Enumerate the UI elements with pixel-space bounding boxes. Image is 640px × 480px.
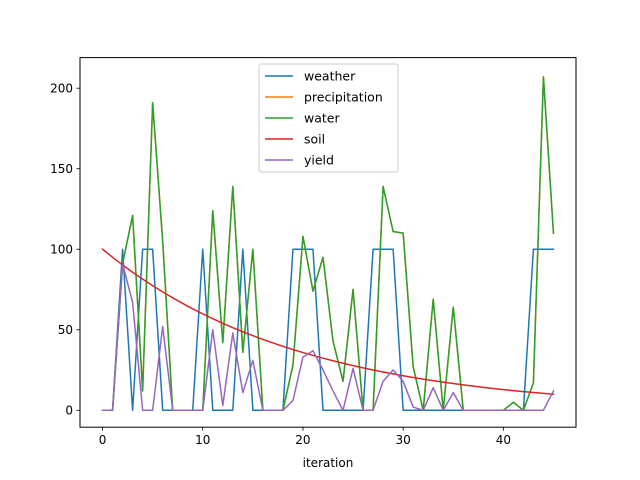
x-axis-label: iteration bbox=[303, 456, 354, 470]
legend-label-soil: soil bbox=[304, 132, 325, 147]
legend-frame bbox=[258, 63, 399, 173]
x-tick-label: 20 bbox=[295, 433, 310, 447]
legend-label-water: water bbox=[304, 111, 340, 126]
series-line-yield bbox=[101, 262, 555, 412]
y-tick-label: 0 bbox=[65, 404, 73, 418]
legend-label-weather: weather bbox=[304, 69, 356, 84]
legend-label-yield: yield bbox=[304, 153, 334, 168]
x-axis-ticks: 0 10 20 30 40 bbox=[99, 427, 511, 447]
y-axis-ticks: 0 50 100 150 200 bbox=[50, 81, 80, 418]
legend-label-precipitation: precipitation bbox=[304, 90, 383, 105]
series-line-soil bbox=[101, 248, 555, 396]
axes-frame bbox=[79, 57, 577, 428]
y-tick-label: 50 bbox=[58, 323, 73, 337]
x-tick-label: 0 bbox=[99, 433, 107, 447]
legend: weather precipitation water soil yield bbox=[258, 63, 399, 173]
x-tick-label: 30 bbox=[396, 433, 411, 447]
y-tick-label: 200 bbox=[50, 81, 73, 95]
y-tick-label: 150 bbox=[50, 162, 73, 176]
x-tick-label: 40 bbox=[496, 433, 511, 447]
x-tick-label: 10 bbox=[195, 433, 210, 447]
plot-lines bbox=[101, 76, 555, 412]
y-tick-label: 100 bbox=[50, 243, 73, 257]
